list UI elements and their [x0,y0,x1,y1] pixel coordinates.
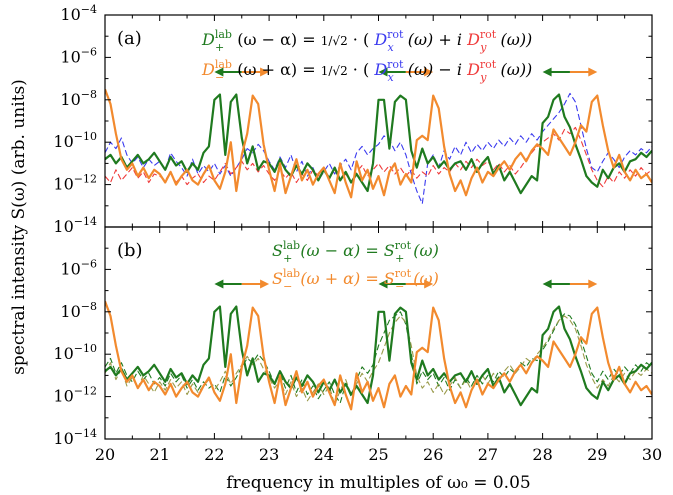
shift-arrow-0 [214,279,270,289]
y-tick-label: 10−6 [60,45,97,66]
series-line-a-1 [105,88,652,199]
y-tick-label: 10−4 [60,3,97,24]
x-tick-label: 22 [204,445,224,464]
y-tick-label: 10−12 [53,385,97,406]
y-axis-title: spectral intensity S(ω) (arb. units) [9,79,29,375]
x-tick-label: 20 [95,445,115,464]
y-tick-label: 10−10 [53,342,97,363]
y-tick-label: 10−14 [53,427,97,448]
series-line-a-0 [105,93,652,195]
series-line-b-2 [105,311,652,404]
shift-arrow-0 [214,67,270,77]
y-tick-label: 10−14 [53,215,97,236]
x-tick-label: 21 [150,445,170,464]
panel-a: (a) Dlab + (ω − α) = 1/√2 · ( Drot x (ω) + … [105,28,652,205]
y-tick-label: 10−12 [53,173,97,194]
axes: 10−14 10−12 10−10 10−8 10−6 10−4 10−14 10−12 10−… [9,3,662,493]
x-tick-label: 23 [259,445,279,464]
series-line-b-3 [105,315,652,406]
shift-arrow-1 [378,279,434,289]
legend-entry-dminus: Dlab − (ω + α) = 1/√2 · ( Drot x (ω) − i D… [201,58,532,84]
x-tick-label: 26 [423,445,443,464]
shift-arrow-2 [542,67,598,77]
shift-arrow-1 [378,67,434,77]
x-tick-label: 28 [532,445,552,464]
y-tick-label: 10−8 [60,88,97,109]
y-tick-label: 10−10 [53,130,97,151]
x-axis-title: frequency in multiples of ω₀ = 0.05 [226,473,530,493]
y-tick-label: 10−6 [60,257,97,278]
shift-arrow-2 [542,279,598,289]
x-tick-label: 25 [368,445,388,464]
x-tick-label: 29 [587,445,607,464]
legend-entry-dplus: Dlab + (ω − α) = 1/√2 · ( Drot x (ω) + i D… [201,28,532,54]
legend-entry-sminus: Slab − (ω + α) = Srot − (ω) [272,267,439,293]
series-line-b-0 [105,305,652,407]
x-tick-label: 27 [478,445,498,464]
panel-label: (a) [117,28,142,49]
y-tick-label: 10−8 [60,300,97,321]
legend-entry-splus: Slab + (ω − α) = Srot + (ω) [272,239,439,265]
panel-b: (b) Slab + (ω − α) = Srot + (ω)Slab − (ω + α) =… [105,239,652,411]
x-tick-label: 24 [314,445,334,464]
series-line-b-1 [105,300,652,411]
x-tick-label: 30 [642,445,662,464]
panel-label: (b) [117,240,143,261]
